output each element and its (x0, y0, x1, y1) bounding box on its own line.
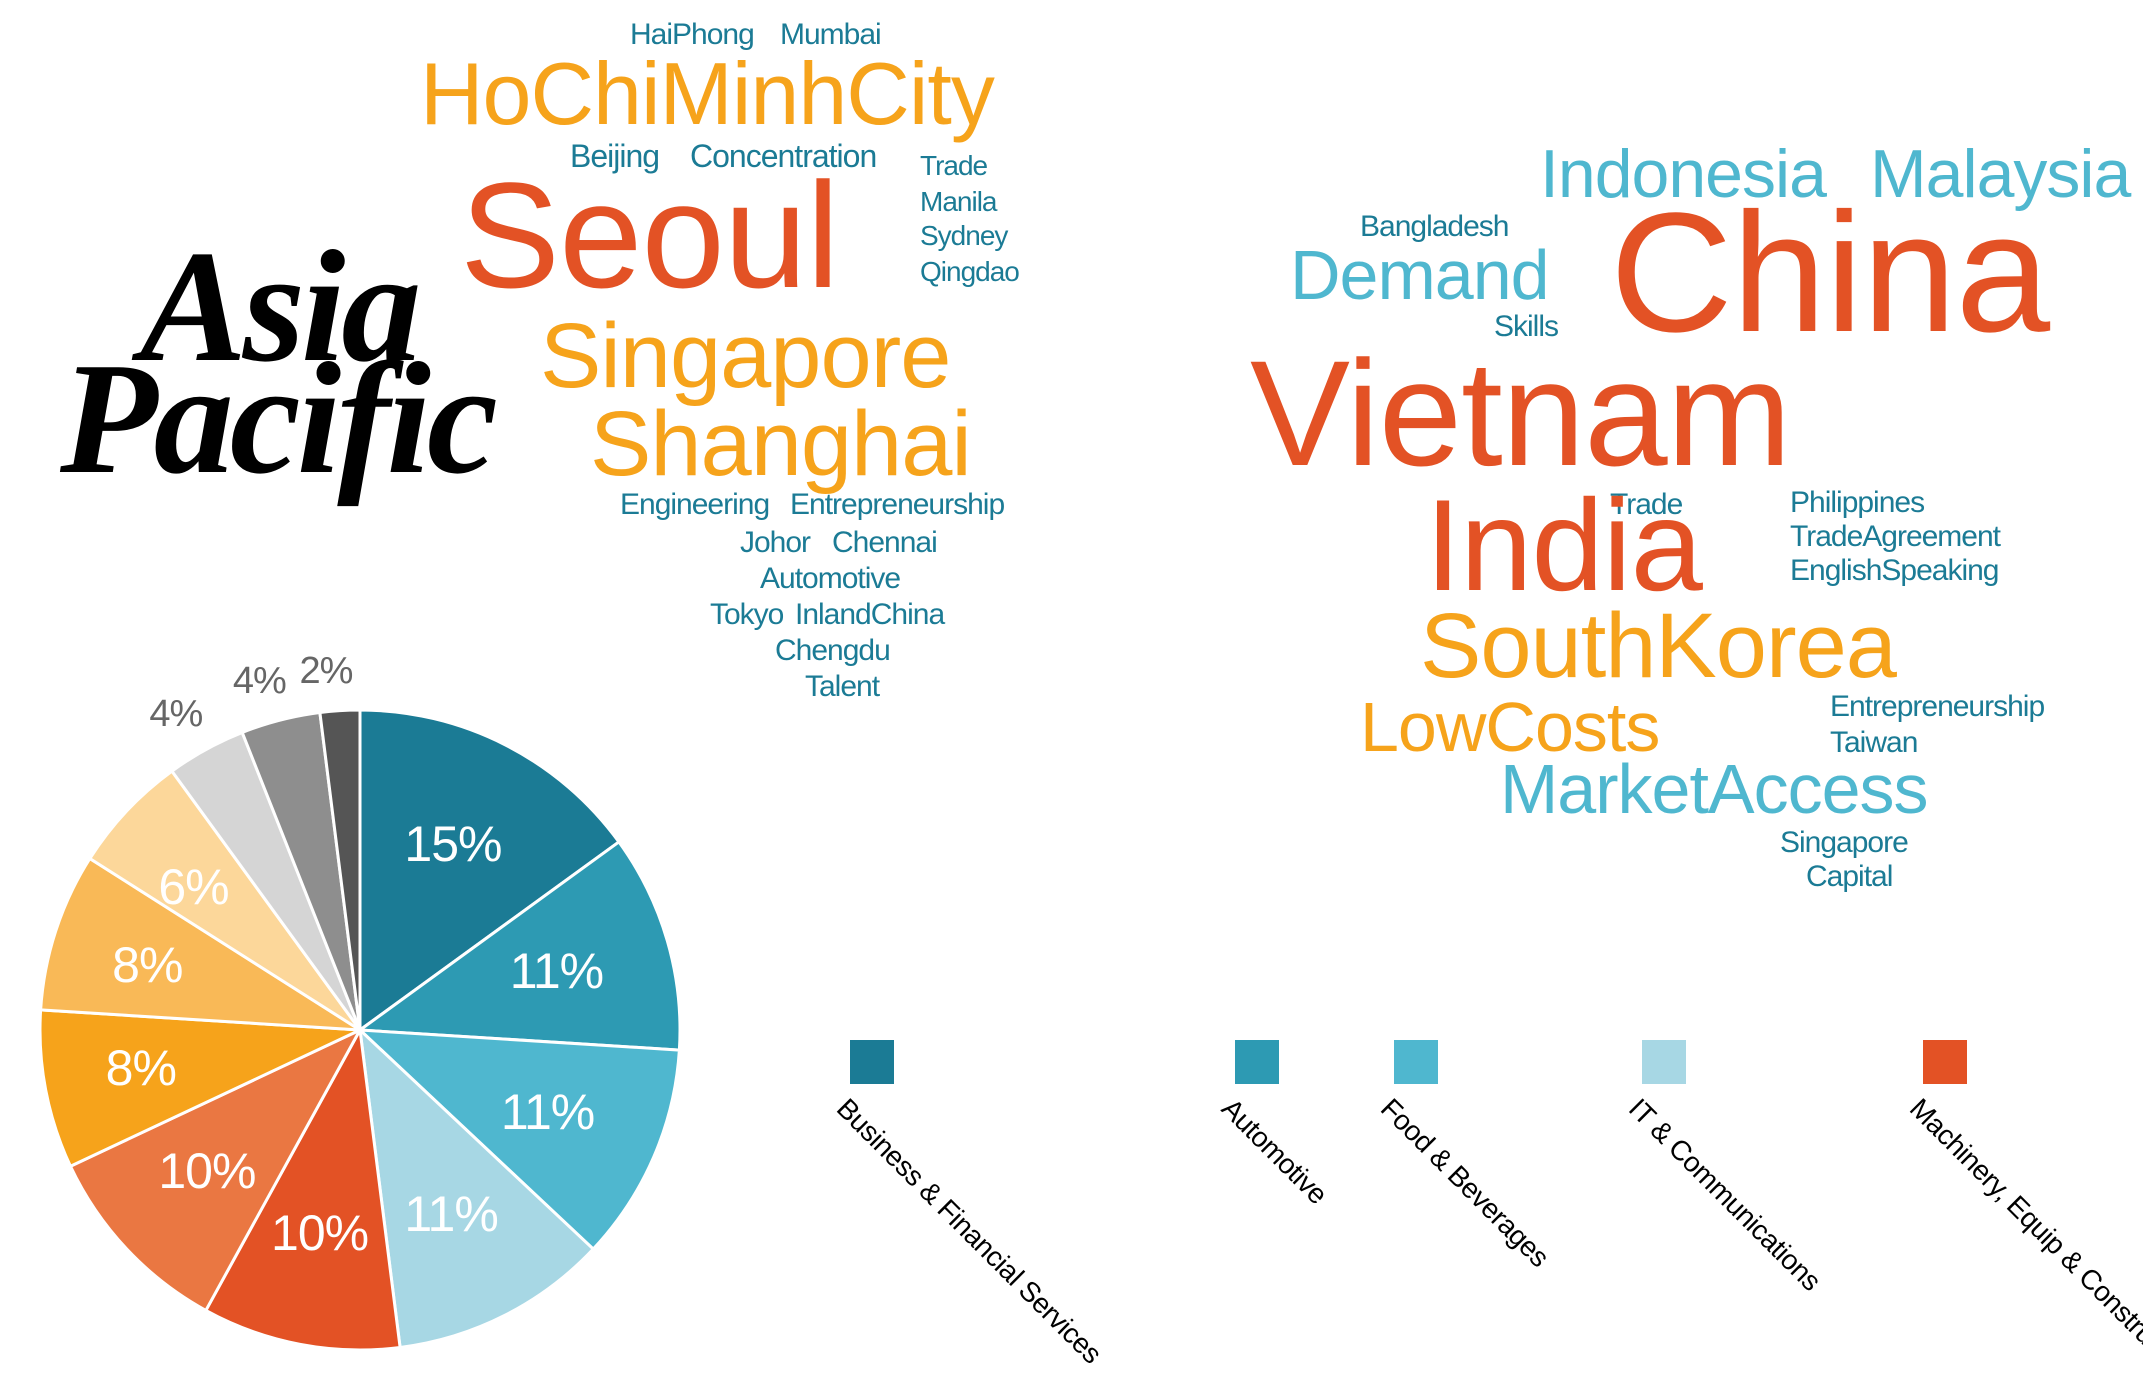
pie-slice-label: 11% (501, 1083, 594, 1141)
wordcloud-word: Chengdu (775, 636, 890, 666)
legend-item: IT & Communications (1642, 1040, 1900, 1116)
wordcloud-word: EnglishSpeaking (1790, 556, 1999, 586)
wordcloud-word: Engineering (620, 490, 769, 520)
wordcloud-word: Manila (920, 188, 996, 216)
wordcloud-word: Capital (1806, 862, 1892, 892)
pie-slice-label: 4% (233, 660, 286, 703)
legend-item: Food & Beverages (1394, 1040, 1618, 1116)
legend-swatch (850, 1040, 894, 1084)
legend-label: Food & Beverages (1374, 1092, 1555, 1273)
wordcloud-word: Seoul (460, 160, 839, 310)
wordcloud-word: Vietnam (1250, 338, 1791, 488)
pie-chart: 15%11%11%11%10%10%8%8%6%4%4%2% (40, 710, 680, 1350)
wordcloud-word: Qingdao (920, 258, 1019, 286)
wordcloud-cities: HaiPhongMumbaiHoChiMinhCityBeijingConcen… (420, 20, 1140, 760)
pie-slice-label: 8% (112, 936, 182, 994)
pie-slice-label: 4% (149, 693, 202, 736)
wordcloud-countries: IndonesiaMalaysiaBangladeshChinaDemandSk… (1230, 140, 2130, 820)
legend-swatch (1235, 1040, 1279, 1084)
wordcloud-word: Singapore (540, 310, 950, 402)
wordcloud-word: Entrepreneurship (1830, 692, 2044, 722)
wordcloud-word: HoChiMinhCity (420, 50, 994, 138)
pie-slice-label: 8% (106, 1039, 176, 1097)
wordcloud-word: Singapore (1780, 828, 1908, 858)
pie-legend: Business & Financial Services Automotive F… (850, 1040, 2143, 1116)
wordcloud-word: Demand (1290, 240, 1549, 310)
legend-label: IT & Communications (1622, 1092, 1827, 1297)
wordcloud-word: Trade (920, 152, 987, 180)
legend-label: Automotive (1215, 1092, 1333, 1210)
wordcloud-word: Sydney (920, 222, 1007, 250)
pie-slice-label: 6% (158, 858, 228, 916)
wordcloud-word: Automotive (760, 564, 900, 594)
legend-label: Business & Financial Services (830, 1092, 1108, 1370)
wordcloud-word: Entrepreneurship (790, 490, 1004, 520)
pie-slice-label: 11% (404, 1185, 497, 1243)
wordcloud-word: India (1425, 480, 1702, 610)
pie-slice-label: 2% (299, 650, 352, 693)
legend-label: Machinery, Equip & Construction (1903, 1092, 2143, 1391)
legend-swatch (1642, 1040, 1686, 1084)
pie-slice-label: 10% (271, 1204, 368, 1262)
wordcloud-word: MarketAccess (1500, 754, 1928, 824)
wordcloud-word: Chennai (832, 528, 937, 558)
wordcloud-word: Johor (740, 528, 810, 558)
wordcloud-word: Tokyo (710, 600, 783, 630)
pie-slice-label: 10% (158, 1142, 255, 1200)
wordcloud-word: SouthKorea (1420, 600, 1896, 692)
legend-swatch (1923, 1040, 1967, 1084)
wordcloud-word: InlandChina (795, 600, 944, 630)
legend-item: Automotive (1235, 1040, 1370, 1116)
pie-slice-label: 15% (404, 815, 501, 873)
wordcloud-word: Talent (805, 672, 879, 702)
legend-swatch (1394, 1040, 1438, 1084)
legend-item: Machinery, Equip & Construction (1923, 1040, 2143, 1116)
wordcloud-word: Shanghai (590, 398, 971, 490)
wordcloud-word: Philippines (1790, 488, 1924, 518)
wordcloud-word: TradeAgreement (1790, 522, 2000, 552)
legend-item: Business & Financial Services (850, 1040, 1211, 1116)
pie-slice-label: 11% (510, 942, 603, 1000)
